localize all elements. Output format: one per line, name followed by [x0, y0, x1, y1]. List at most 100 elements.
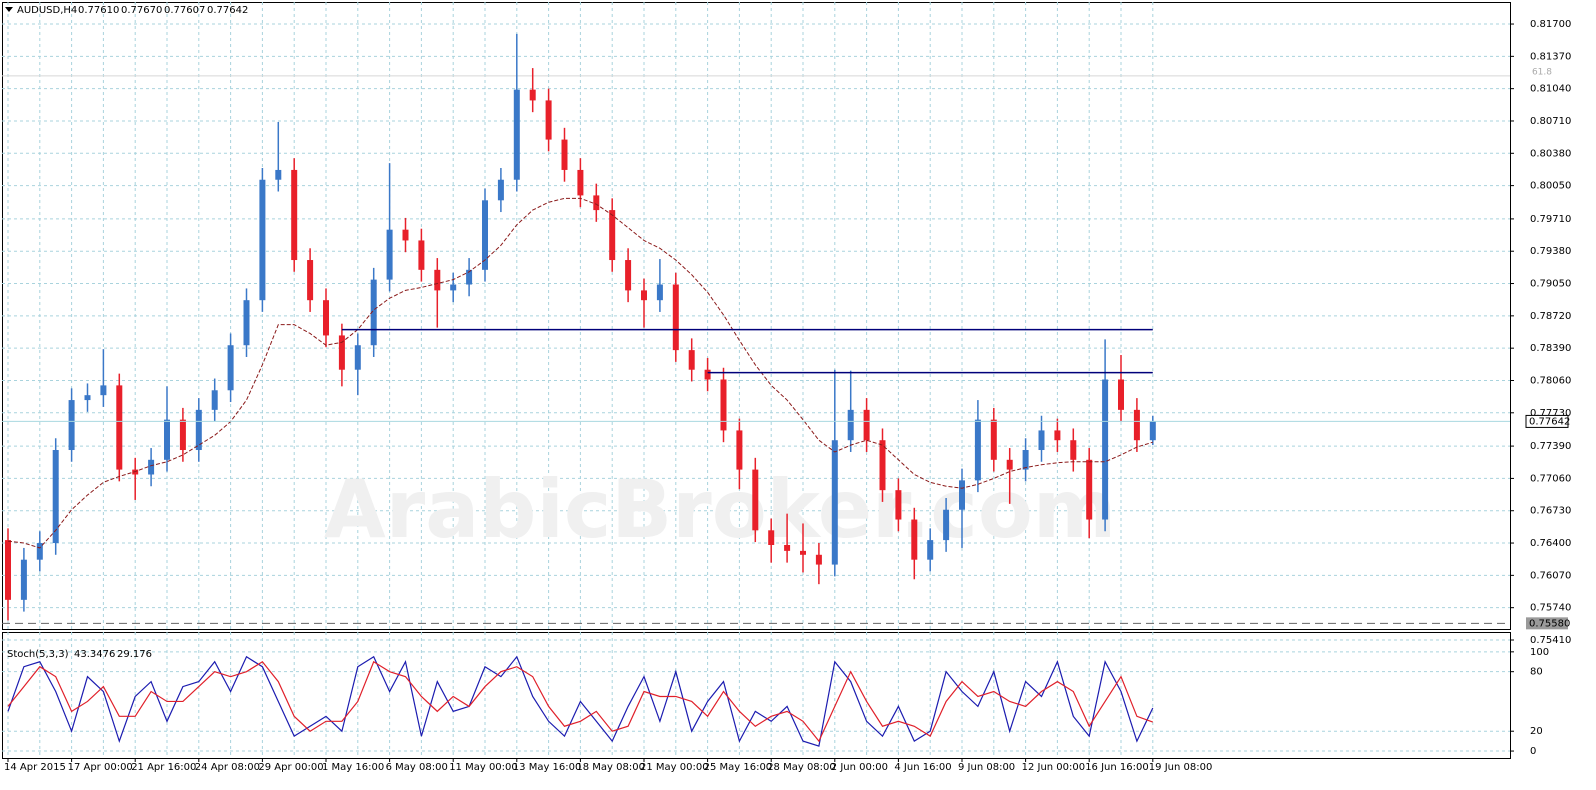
- x-tick-label: 17 Apr 00:00: [68, 762, 133, 773]
- level-label: 0.75580: [1529, 618, 1570, 629]
- y-tick-label: 0.76400: [1530, 538, 1571, 549]
- candle-body: [164, 419, 170, 460]
- indicator-value: 43.3476: [74, 649, 115, 660]
- candle-body: [275, 169, 282, 180]
- y-tick-label: 0: [1530, 746, 1536, 757]
- stoch-line: [7, 655, 1154, 747]
- candle-body: [259, 179, 266, 301]
- y-tick-label: 0.75410: [1530, 635, 1571, 646]
- candle-body: [179, 419, 186, 451]
- current-price-label: 0.77642: [1529, 416, 1570, 427]
- candle-body: [402, 229, 409, 241]
- x-tick-label: 29 Apr 00:00: [258, 762, 323, 773]
- candle-body: [847, 409, 854, 441]
- stoch-line: [7, 660, 1154, 743]
- candle-body: [497, 179, 504, 201]
- candle-body: [211, 390, 218, 410]
- ohlc-value: 0.77642: [207, 5, 248, 16]
- x-tick-label: 16 Jun 16:00: [1085, 762, 1149, 773]
- candle-body: [974, 419, 981, 481]
- ohlc-value: 0.77610: [78, 5, 119, 16]
- ohlc-value: 0.77607: [164, 5, 205, 16]
- candle-body: [561, 139, 568, 170]
- x-tick-label: 25 May 16:00: [704, 762, 773, 773]
- candle-body: [879, 440, 886, 491]
- y-tick-label: 0.78720: [1530, 311, 1571, 322]
- candle-body: [434, 269, 441, 291]
- x-tick-label: 12 Jun 00:00: [1022, 762, 1086, 773]
- candle-body: [100, 385, 107, 396]
- x-tick-label: 21 Apr 16:00: [131, 762, 196, 773]
- candle-body: [1086, 459, 1093, 520]
- candle-body: [720, 379, 727, 431]
- x-tick-label: 11 May 00:00: [449, 762, 518, 773]
- y-tick-label: 0.80380: [1530, 148, 1571, 159]
- candle-body: [227, 345, 234, 391]
- stoch-panel-frame: [2, 632, 1511, 759]
- x-tick-label: 14 Apr 2015: [4, 762, 66, 773]
- candle-body: [323, 300, 329, 336]
- candle-body: [354, 345, 361, 370]
- candle-body: [656, 284, 663, 301]
- y-tick-label: 0.81040: [1530, 84, 1571, 95]
- candle-body: [1054, 430, 1061, 441]
- candle-body: [593, 195, 600, 211]
- candle-body: [116, 385, 123, 470]
- y-tick-label: 0.79050: [1530, 279, 1571, 290]
- candle-body: [148, 459, 155, 475]
- menu-arrow: [5, 7, 13, 12]
- candle-body: [466, 269, 473, 285]
- x-tick-label: 9 Jun 08:00: [958, 762, 1015, 773]
- y-tick-label: 0.75740: [1530, 603, 1571, 614]
- y-tick-label: 0.77060: [1530, 473, 1571, 484]
- current-price-box: [1525, 414, 1569, 428]
- x-tick-label: 4 Jun 16:00: [894, 762, 951, 773]
- moving-average: [7, 197, 1153, 549]
- candle-body: [370, 279, 377, 346]
- candle-body: [1006, 459, 1013, 470]
- candle-body: [1022, 450, 1029, 470]
- y-tick-label: 0.80050: [1530, 181, 1571, 192]
- x-tick-label: 24 Apr 08:00: [195, 762, 260, 773]
- candle-body: [784, 545, 791, 551]
- candle-body: [990, 419, 997, 460]
- candle-body: [5, 540, 11, 600]
- candle-body: [529, 89, 536, 101]
- candle-body: [672, 284, 679, 351]
- candle-body: [609, 210, 616, 261]
- x-tick-label: 21 May 00:00: [640, 762, 709, 773]
- x-tick-label: 18 May 08:00: [576, 762, 645, 773]
- y-tick-label: 0.81370: [1530, 51, 1571, 62]
- candle-body: [577, 169, 584, 196]
- candle-body: [386, 229, 393, 280]
- candle-body: [641, 290, 647, 301]
- candle-body: [20, 559, 27, 600]
- x-tick-label: 2 Jun 00:00: [831, 762, 888, 773]
- candle-body: [704, 369, 711, 380]
- y-tick-label: 0.77730: [1530, 408, 1571, 419]
- fib-label: 61.8: [1532, 67, 1552, 77]
- candle-body: [243, 300, 250, 346]
- y-tick-label: 0.77390: [1530, 441, 1571, 452]
- candle-body: [768, 530, 775, 546]
- candle-body: [625, 260, 632, 291]
- y-tick-label: 0.76070: [1530, 570, 1571, 581]
- ohlc-value: 0.77670: [121, 5, 162, 16]
- candle-body: [800, 550, 806, 555]
- candle-body: [450, 284, 457, 291]
- candle-body: [1149, 421, 1156, 441]
- y-tick-label: 0.76730: [1530, 506, 1571, 517]
- symbol-title: AUDUSD,H4: [17, 5, 77, 16]
- x-tick-label: 13 May 16:00: [513, 762, 582, 773]
- y-tick-label: 0.78390: [1530, 343, 1571, 354]
- x-tick-label: 6 May 08:00: [386, 762, 448, 773]
- y-tick-label: 100: [1530, 647, 1549, 658]
- indicator-value: 29.176: [117, 649, 152, 660]
- candle-body: [291, 169, 298, 261]
- y-tick-label: 0.79710: [1530, 214, 1571, 225]
- y-tick-label: 0.81700: [1530, 19, 1571, 30]
- candle-body: [1133, 409, 1140, 441]
- candle-body: [815, 554, 822, 565]
